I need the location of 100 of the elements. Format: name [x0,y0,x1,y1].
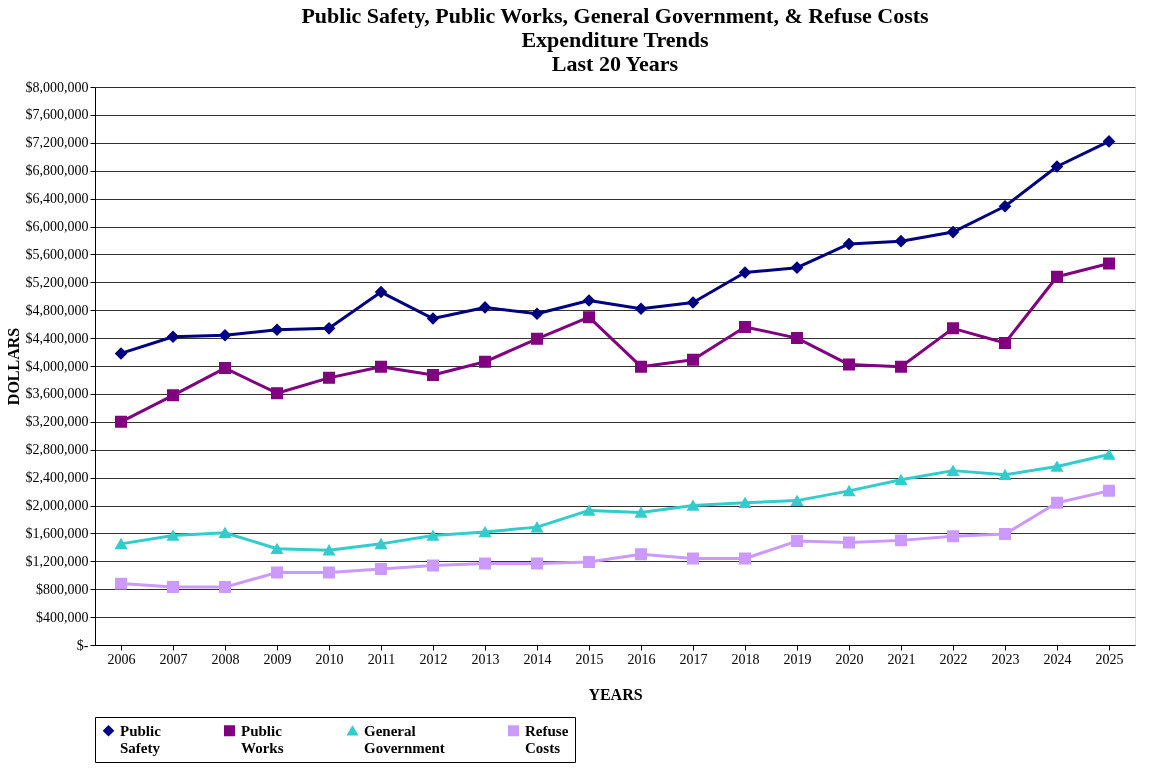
point [947,465,959,476]
point [375,286,387,299]
point [583,505,595,516]
y-tick-label: $5,600,000 [25,246,89,262]
legend-label: Public Works [241,722,284,756]
point [687,296,699,309]
y-tick-label: $7,600,000 [25,107,89,123]
point [947,322,959,335]
point [427,312,439,325]
point [791,261,803,274]
y-tick-label: $1,200,000 [25,553,89,569]
x-tick-label: 2025 [1095,651,1124,667]
x-tick-label: 2013 [471,651,500,667]
y-tick-label: $6,000,000 [25,219,89,234]
point [115,538,127,550]
point [843,237,855,250]
y-tick-label: $400,000 [36,609,89,625]
point [115,347,127,360]
x-tick-label: 2019 [783,651,812,667]
point [1051,496,1063,509]
point [999,528,1011,541]
point [375,562,387,575]
point [739,320,751,333]
x-tick-label: 2012 [419,651,448,667]
y-tick-label: $2,800,000 [25,442,89,458]
y-tick-label: $7,200,000 [25,135,89,151]
x-tick-label: 2006 [107,651,136,667]
x-tick-label: 2008 [211,651,240,667]
point [895,360,907,373]
legend-label: Public Safety [120,722,162,756]
point [1051,160,1063,173]
point [791,332,803,345]
y-tick-label: $1,600,000 [25,525,89,541]
y-tick-label: $2,400,000 [25,470,89,486]
point [739,497,751,508]
point [1103,257,1115,270]
point [219,581,231,594]
point [635,302,647,315]
point [167,530,179,541]
point [479,355,491,368]
point [739,552,751,565]
point [115,577,127,590]
point [895,534,907,547]
y-tick-label: $8,000,000 [25,79,89,95]
point [531,521,543,533]
y-tick-label: $6,400,000 [25,191,89,207]
point [167,330,179,343]
point [583,556,595,568]
point [1051,270,1063,283]
point [1103,484,1115,497]
point [791,535,803,548]
point [427,530,439,541]
point [687,500,699,511]
point [271,543,283,555]
x-tick-label: 2010 [315,651,344,667]
point [791,495,803,506]
x-tick-label: 2009 [263,651,292,667]
y-tick-label: $4,800,000 [25,302,89,318]
point [375,538,387,550]
point [583,294,595,307]
point [635,548,647,561]
x-tick-label: 2017 [679,651,708,667]
point [167,389,179,402]
point [739,266,751,279]
point [687,552,699,565]
point [583,311,595,324]
point [219,329,231,342]
y-tick-label: $2,000,000 [25,498,89,513]
point [843,358,855,371]
point [687,353,699,366]
y-tick-label: $5,200,000 [25,274,89,290]
point [115,415,127,428]
point [479,557,491,570]
y-tick-label: $6,800,000 [25,163,89,179]
point [999,336,1011,349]
point [427,369,439,382]
point [375,360,387,373]
chart-title: Public Safety, Public Works, General Government, & Refuse Costs Expenditure Trends Last 20 Years [301,3,930,76]
point [427,559,439,572]
y-tick-label: $3,600,000 [25,386,89,402]
point [947,530,959,543]
x-tick-label: 2011 [367,651,396,667]
y-tick-label: $3,200,000 [25,414,89,430]
point [947,226,959,239]
point [843,485,855,497]
point [1103,449,1115,460]
point [479,526,491,538]
point [167,581,179,594]
y-tick-label: $800,000 [36,581,89,597]
point [323,322,335,335]
x-tick-label: 2024 [1043,651,1072,667]
point [895,235,907,248]
point [323,544,335,556]
point [999,469,1011,481]
point [843,536,855,549]
point [323,371,335,384]
point [271,323,283,336]
point [479,301,491,314]
point [999,200,1011,213]
x-tick-label: 2018 [731,651,760,667]
